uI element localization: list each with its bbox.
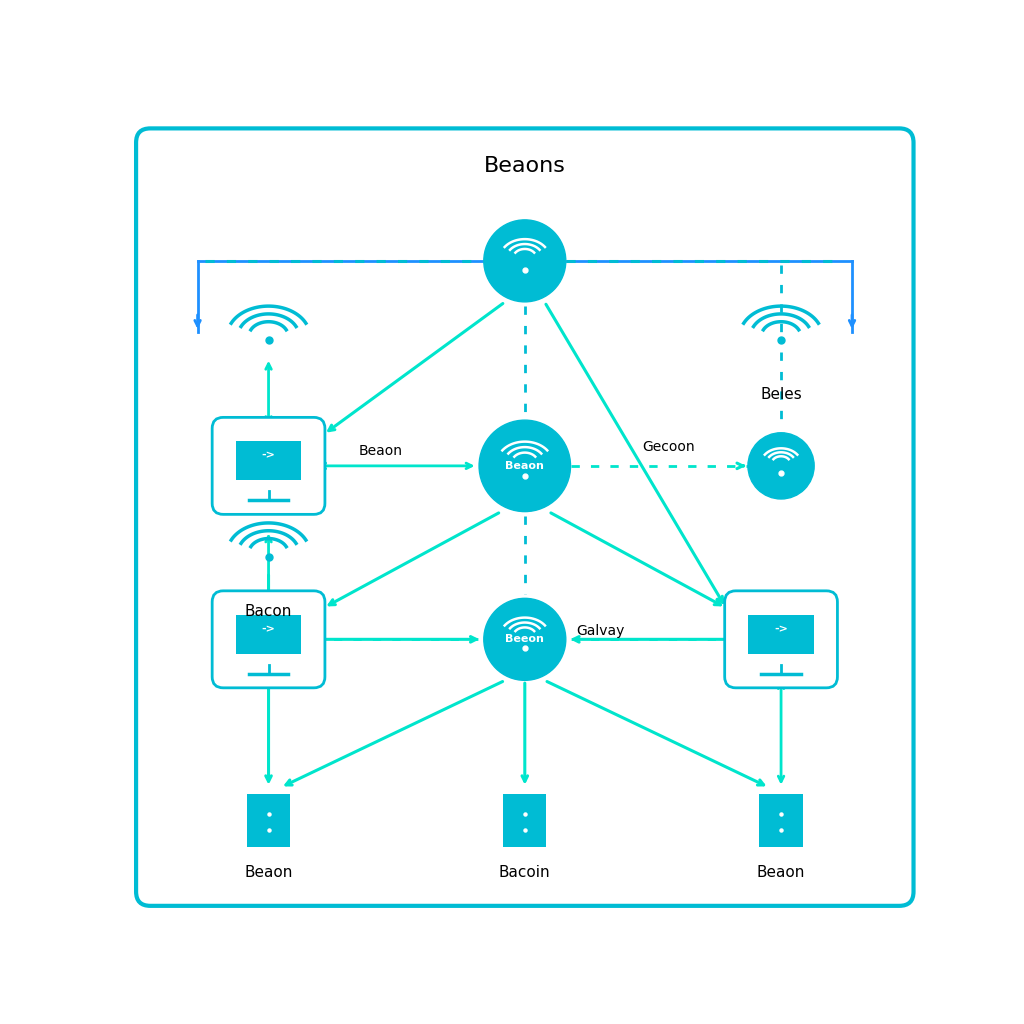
Text: Galvay: Galvay xyxy=(577,625,625,638)
Text: Beaon: Beaon xyxy=(757,865,805,880)
FancyBboxPatch shape xyxy=(236,614,301,653)
Text: Beeon: Beeon xyxy=(506,634,544,644)
Text: Bacon: Bacon xyxy=(245,604,292,618)
Circle shape xyxy=(483,220,566,302)
Text: ->: -> xyxy=(774,624,788,634)
Bar xyxy=(247,794,290,848)
Text: ->: -> xyxy=(261,624,275,634)
FancyBboxPatch shape xyxy=(136,128,913,906)
Text: Beaon: Beaon xyxy=(245,865,293,880)
Text: Bacoin: Bacoin xyxy=(499,865,551,880)
Text: Beles: Beles xyxy=(760,387,802,402)
FancyBboxPatch shape xyxy=(749,614,814,653)
Text: Beaon: Beaon xyxy=(506,461,544,471)
Bar xyxy=(760,794,803,848)
Circle shape xyxy=(748,433,814,499)
Bar xyxy=(503,794,547,848)
FancyBboxPatch shape xyxy=(236,441,301,480)
FancyBboxPatch shape xyxy=(212,418,325,514)
Text: ->: -> xyxy=(261,451,275,461)
Text: Beaons: Beaons xyxy=(484,157,565,176)
FancyBboxPatch shape xyxy=(725,591,838,688)
Circle shape xyxy=(483,598,566,680)
FancyBboxPatch shape xyxy=(212,591,325,688)
Circle shape xyxy=(479,420,570,512)
Text: Beaon: Beaon xyxy=(358,444,402,458)
Text: Gecoon: Gecoon xyxy=(642,440,695,454)
